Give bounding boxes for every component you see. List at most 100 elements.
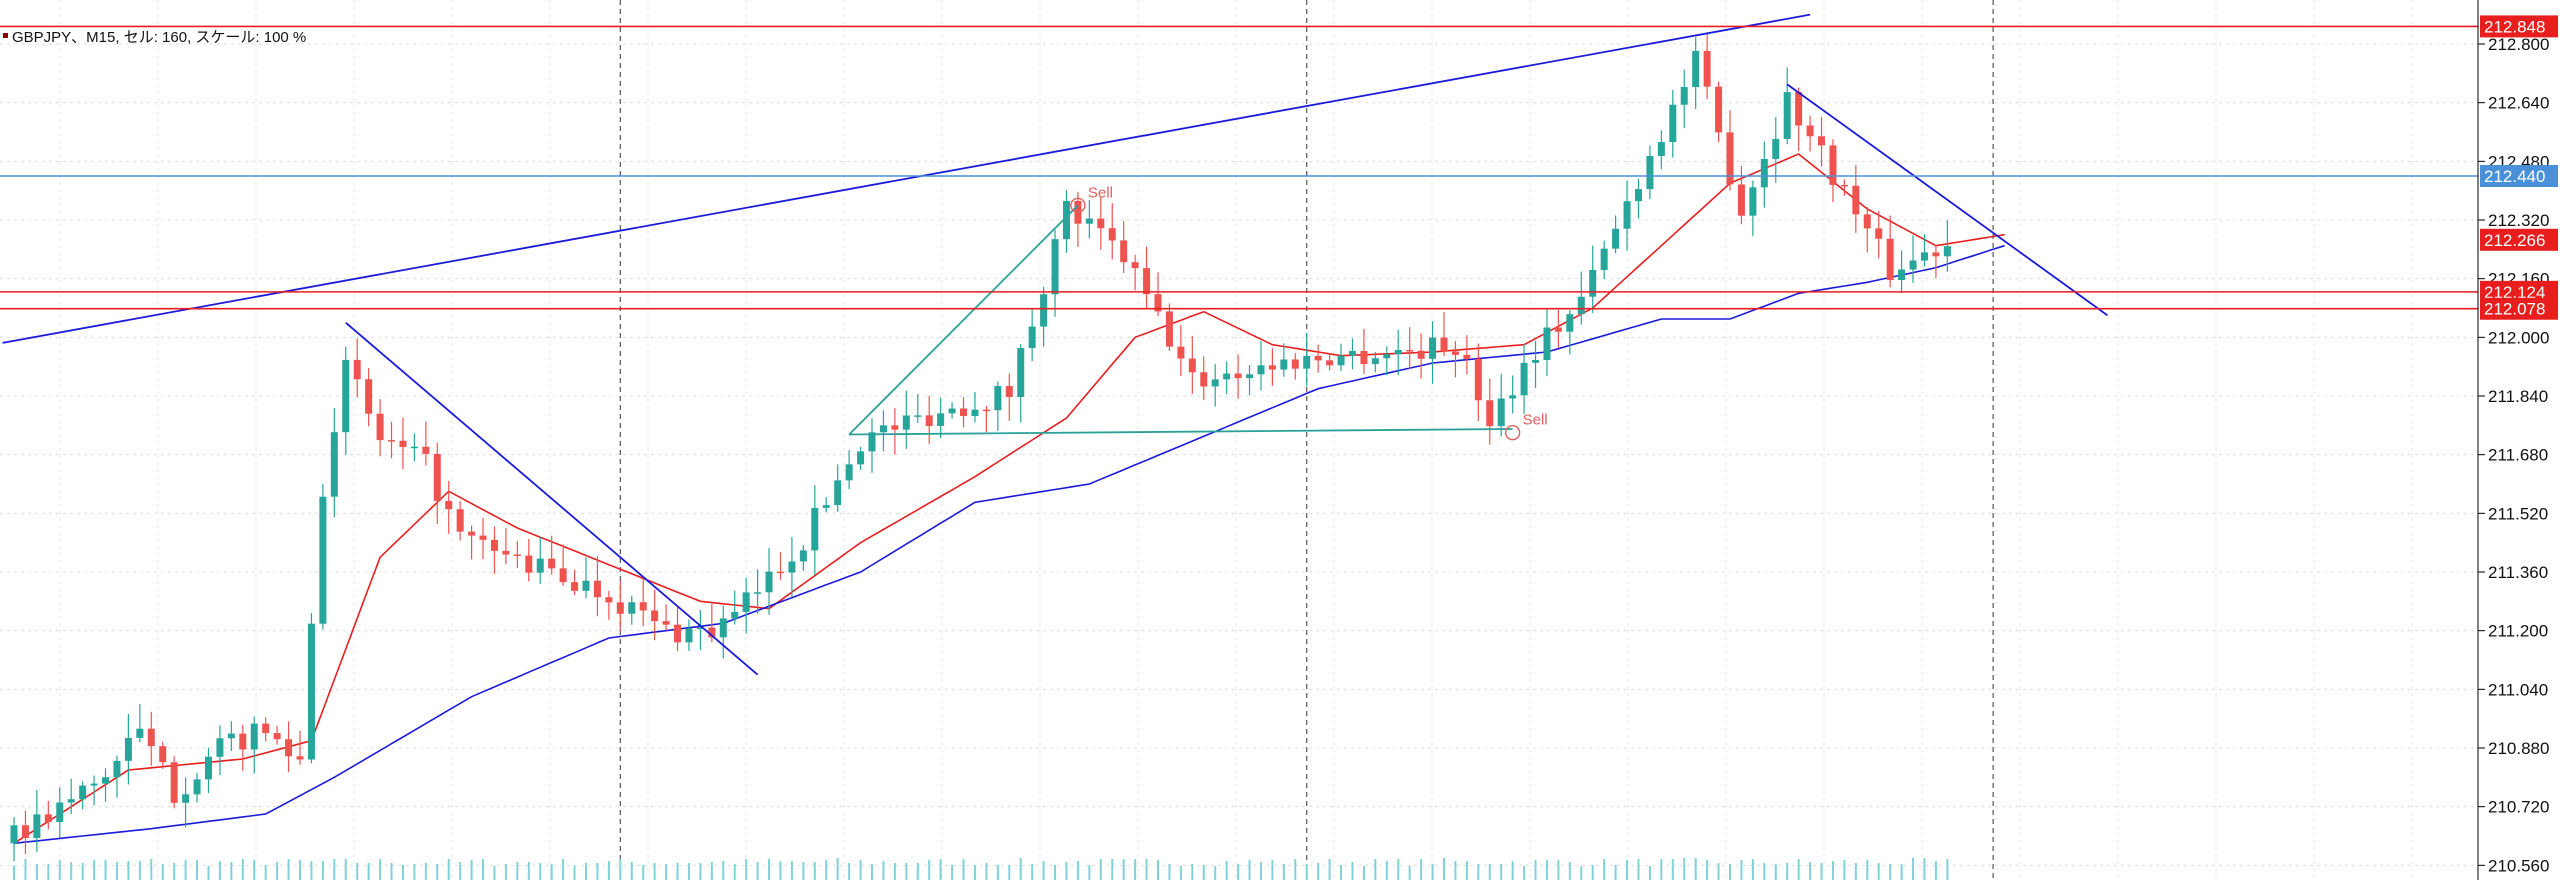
- y-tick-label: 211.680: [2488, 446, 2548, 465]
- candle-body: [376, 413, 384, 441]
- candle-body: [960, 408, 968, 416]
- candle-body: [1326, 360, 1334, 366]
- candle-body: [685, 628, 693, 643]
- horizontal-lines[interactable]: [0, 25, 2478, 310]
- candle-body: [79, 785, 87, 800]
- chart-title: GBPJPY、M15, セル: 160, スケール: 100 %: [12, 29, 306, 46]
- horizontal-price-line-tag: [2480, 165, 2558, 187]
- candle-body: [1303, 355, 1311, 369]
- candle-body: [845, 464, 853, 481]
- candle-body: [410, 446, 418, 449]
- moving-average-line: [13, 244, 2005, 845]
- candle-body: [834, 480, 842, 506]
- candle-body: [1131, 262, 1139, 269]
- candle-body: [754, 592, 762, 594]
- candle-body: [1223, 373, 1231, 380]
- sell-marker-label: Sell: [1088, 184, 1113, 201]
- candle-body: [1188, 358, 1196, 373]
- price-axis-background: [2478, 0, 2560, 880]
- candle-body: [1863, 214, 1871, 229]
- trendline[interactable]: [849, 428, 1513, 436]
- candle-body: [399, 440, 407, 447]
- candle-body: [136, 728, 144, 738]
- candle-body: [868, 432, 876, 452]
- candle-body: [433, 453, 441, 501]
- trendline[interactable]: [345, 321, 759, 676]
- candle-body: [879, 425, 887, 433]
- candle-body: [1612, 228, 1620, 249]
- volume-bars: [13, 858, 1949, 880]
- candle-body: [296, 756, 304, 760]
- candle-body: [708, 627, 716, 638]
- horizontal-price-line-tag: [2480, 297, 2558, 320]
- candle-body: [479, 535, 487, 540]
- trendline[interactable]: [1786, 83, 2109, 317]
- candle-body: [639, 602, 647, 611]
- candle-body: [1383, 354, 1391, 359]
- candle-body: [10, 825, 18, 844]
- candle-body: [1943, 246, 1951, 257]
- candle-body: [548, 558, 556, 569]
- candle-body: [925, 415, 933, 426]
- candle-body: [147, 728, 155, 747]
- moving-average-line: [13, 153, 2005, 844]
- candle-body: [1451, 351, 1459, 355]
- candle-body: [388, 440, 396, 442]
- horizontal-price-line-tag: [2480, 280, 2558, 303]
- candle-body: [182, 794, 190, 803]
- candle-body: [1657, 142, 1665, 156]
- candle-body: [1497, 398, 1505, 427]
- candle-body: [1406, 349, 1414, 352]
- y-tick-label: 210.880: [2488, 739, 2549, 758]
- candle-body: [525, 555, 533, 573]
- candle-body: [857, 451, 865, 465]
- candle-body: [422, 446, 430, 454]
- candle-body: [1818, 136, 1826, 146]
- y-tick-label: 211.520: [2488, 504, 2548, 523]
- candle-body: [559, 568, 567, 583]
- separator-layer: [619, 0, 1994, 880]
- candle-body: [1680, 86, 1688, 105]
- candle-body: [1165, 311, 1173, 347]
- candle-body: [1268, 365, 1276, 370]
- candle-body: [1429, 337, 1437, 359]
- horizontal-price-line-label: 212.440: [2484, 167, 2545, 186]
- sell-marker-circle: [1070, 197, 1086, 214]
- candle-body: [1017, 348, 1025, 397]
- y-tick-label: 211.040: [2488, 680, 2548, 699]
- candle-body: [365, 379, 373, 414]
- indicator-price-label: 212.266: [2484, 231, 2545, 250]
- candle-body: [1200, 372, 1208, 387]
- candle-body: [353, 359, 361, 380]
- candle-body: [971, 409, 979, 416]
- candle-body: [90, 783, 98, 786]
- candle-body: [1634, 189, 1642, 202]
- candle-body: [1795, 92, 1803, 126]
- candle-body: [1177, 346, 1185, 359]
- candle-body: [113, 760, 121, 778]
- candle-body: [67, 799, 75, 803]
- candle-body: [330, 432, 338, 497]
- candle-body: [1463, 354, 1471, 359]
- candle-body: [1234, 373, 1242, 379]
- trendline[interactable]: [2, 13, 1811, 344]
- candle-body: [227, 733, 235, 739]
- trendline[interactable]: [848, 204, 1079, 436]
- candle-body: [1692, 50, 1700, 87]
- trendlines[interactable]: [2, 13, 2109, 676]
- candle-body: [788, 561, 796, 573]
- candle-body: [468, 531, 476, 536]
- candle-body: [262, 723, 270, 734]
- candle-body: [742, 592, 750, 612]
- candle-body: [1566, 314, 1574, 332]
- title-bullet-icon: [3, 33, 8, 38]
- candle-body: [1703, 50, 1711, 87]
- candle-body: [593, 580, 601, 598]
- candle-body: [1348, 350, 1356, 356]
- candle-body: [1806, 125, 1814, 137]
- candle-body: [1028, 326, 1036, 349]
- price-axis[interactable]: 212.800212.640212.480212.320212.160212.0…: [2478, 35, 2549, 875]
